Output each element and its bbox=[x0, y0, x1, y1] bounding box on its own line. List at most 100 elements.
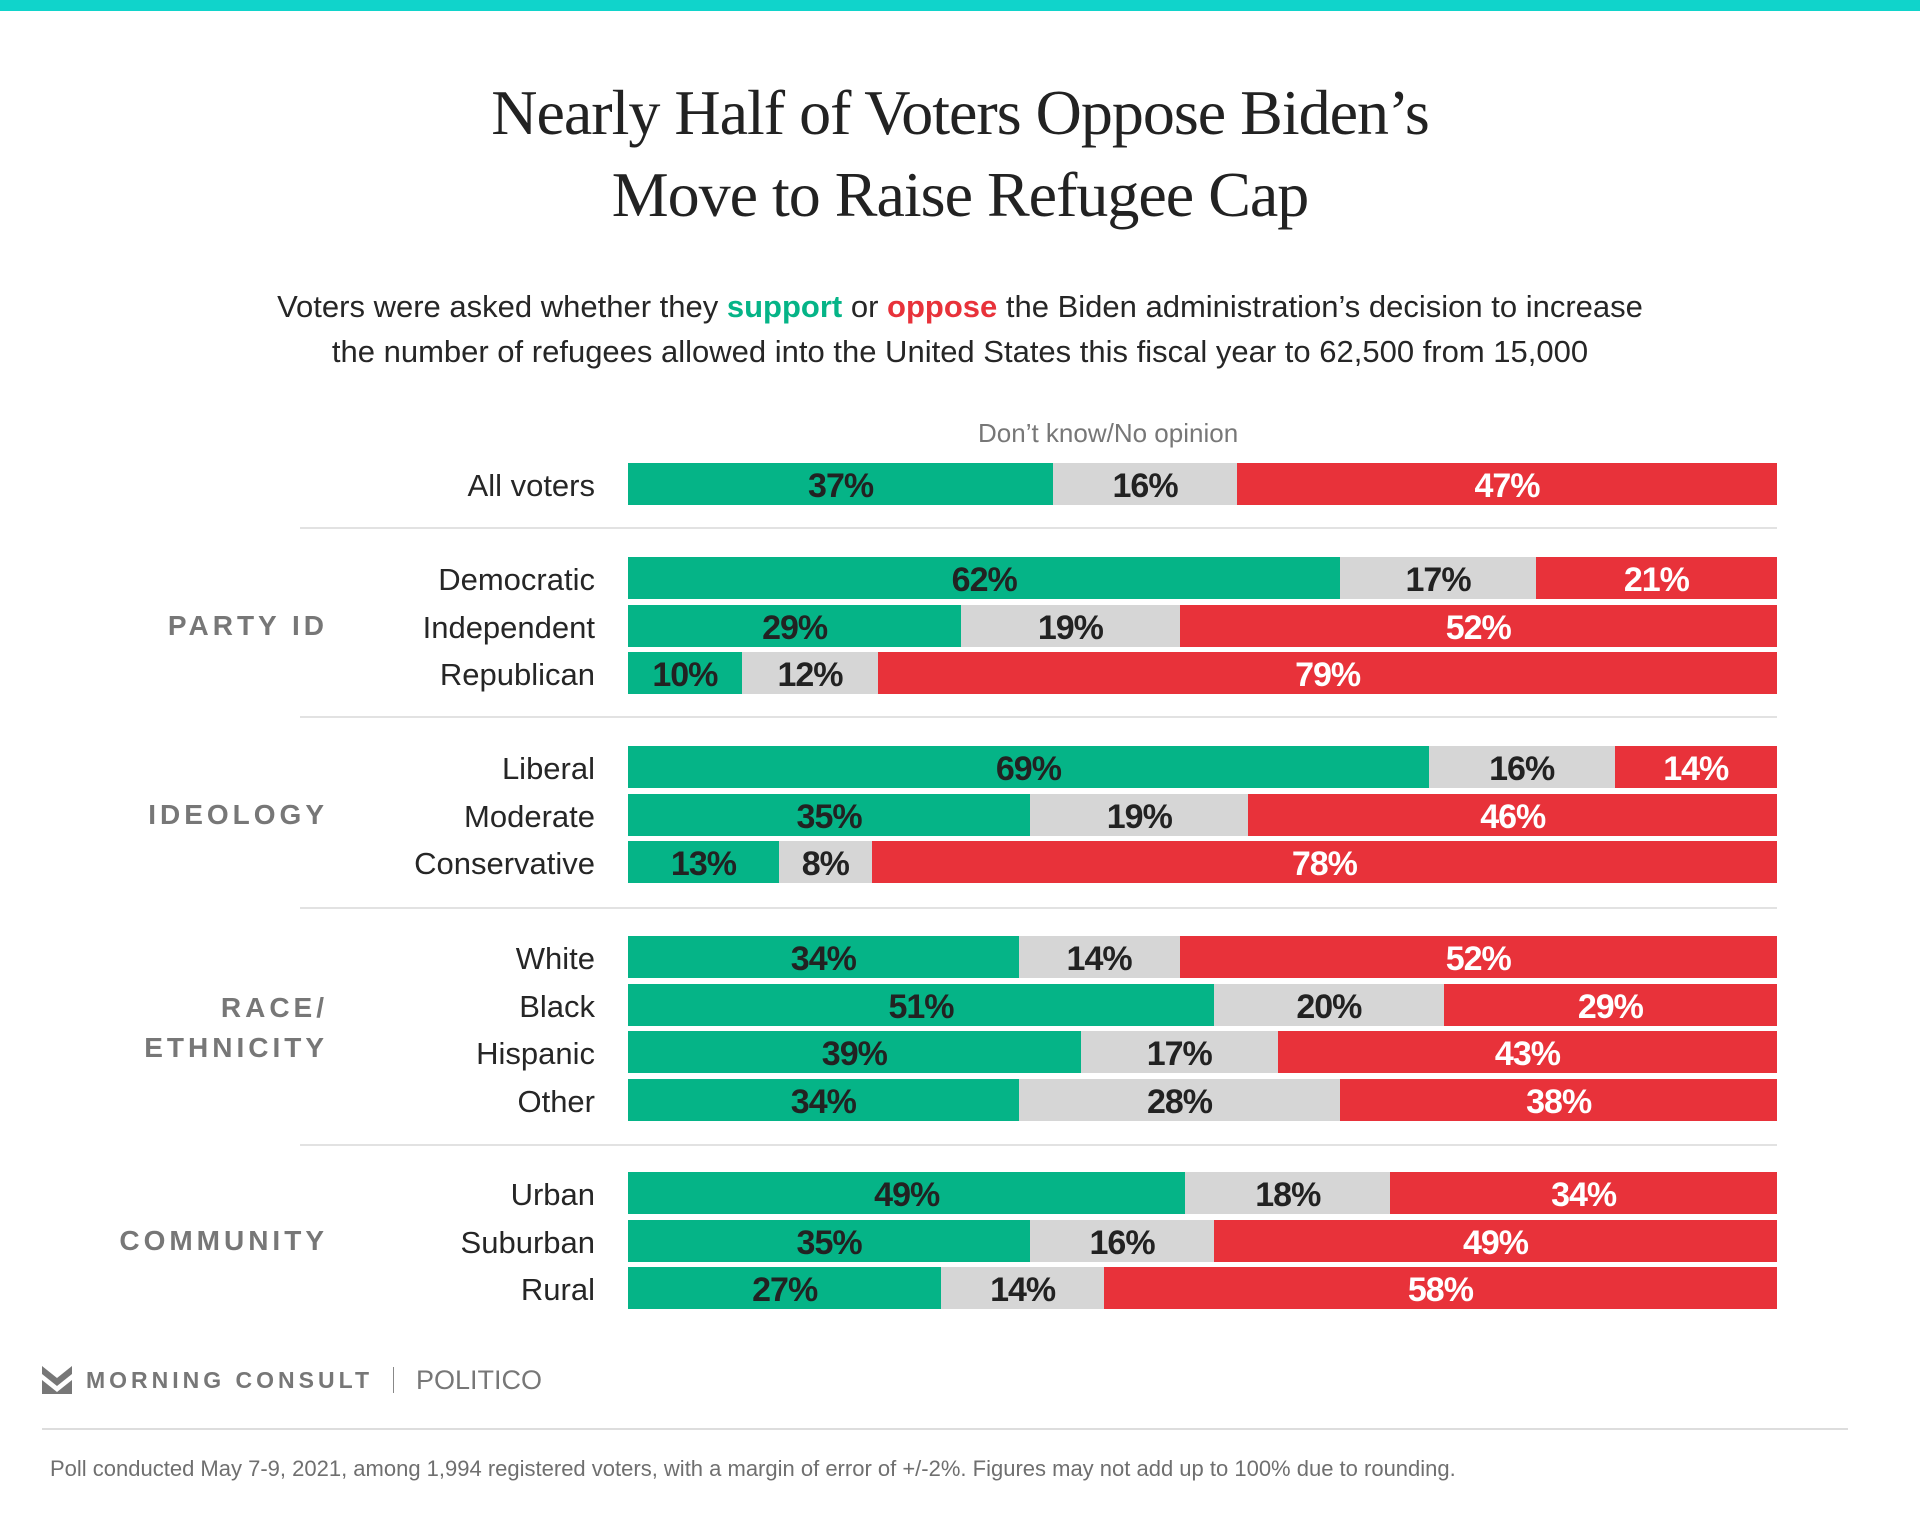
data-label-support: 69% bbox=[995, 750, 1062, 788]
bar-segment-oppose bbox=[1103, 1267, 1777, 1309]
data-label-oppose: 34% bbox=[1551, 1176, 1617, 1214]
bar-segment-oppose bbox=[1340, 1078, 1777, 1121]
title-line-1: Nearly Half of Voters Oppose Biden’s bbox=[491, 77, 1429, 148]
row-label: Hispanic bbox=[476, 1036, 595, 1071]
bar-segment-oppose bbox=[1535, 557, 1777, 599]
subtitle-text: Voters were asked whether they bbox=[277, 289, 727, 324]
subtitle-line-2: the number of refugees allowed into the … bbox=[331, 334, 1589, 369]
data-label-dont-know: 17% bbox=[1146, 1035, 1213, 1073]
group-label: PARTY ID bbox=[28, 606, 328, 646]
data-label-oppose: 78% bbox=[1291, 845, 1358, 883]
data-label-oppose: 49% bbox=[1462, 1223, 1529, 1262]
row-label: Republican bbox=[439, 657, 595, 692]
data-label-oppose: 46% bbox=[1480, 797, 1546, 836]
bar-segment-support bbox=[628, 557, 1341, 599]
data-label-oppose: 79% bbox=[1295, 656, 1361, 694]
morning-consult-logo-icon bbox=[42, 1366, 72, 1394]
data-label-dont-know: 8% bbox=[801, 845, 850, 883]
title-line-2: Move to Raise Refugee Cap bbox=[611, 159, 1310, 230]
oppose-legend-word: oppose bbox=[887, 289, 998, 324]
bar-segment-dont-know bbox=[1018, 1078, 1341, 1121]
data-label-dont-know: 14% bbox=[990, 1271, 1056, 1309]
data-label-dont-know: 12% bbox=[777, 656, 843, 694]
bar-segment-dont-know bbox=[1080, 1031, 1278, 1073]
bar-segment-oppose bbox=[1179, 936, 1777, 978]
data-label-oppose: 47% bbox=[1474, 467, 1540, 505]
data-label-dont-know: 19% bbox=[1106, 797, 1173, 836]
logo-separator bbox=[393, 1367, 395, 1393]
bar-segment-support bbox=[628, 1078, 1019, 1121]
data-label-support: 34% bbox=[790, 1082, 857, 1121]
group-divider bbox=[300, 907, 1777, 909]
bar-segment-support bbox=[628, 1219, 1031, 1262]
row-label: Rural bbox=[520, 1272, 595, 1307]
bar-segment-oppose bbox=[1443, 983, 1777, 1026]
row-label: Moderate bbox=[464, 798, 595, 834]
bar-segment-support bbox=[628, 793, 1031, 836]
row-label: Other bbox=[517, 1083, 595, 1119]
footer-divider bbox=[42, 1428, 1848, 1430]
row-label: Independent bbox=[422, 609, 595, 645]
group-label: RACE/ETHNICITY bbox=[28, 988, 328, 1068]
group-label-line: ETHNICITY bbox=[144, 1032, 328, 1064]
data-label-support: 51% bbox=[888, 987, 954, 1026]
group-label-line: COMMUNITY bbox=[119, 1224, 328, 1256]
bar-segment-support bbox=[628, 983, 1214, 1026]
subtitle-text: or bbox=[842, 289, 888, 324]
group-label: COMMUNITY bbox=[28, 1221, 328, 1261]
bar-segment-oppose bbox=[1213, 1219, 1777, 1262]
group-divider bbox=[300, 1144, 1777, 1146]
bar-segment-dont-know bbox=[1030, 1219, 1214, 1262]
bar-segment-support bbox=[628, 1031, 1081, 1073]
data-label-support: 35% bbox=[796, 1223, 863, 1262]
bar-segment-support bbox=[628, 604, 962, 647]
subtitle-line-1: Voters were asked whether they support o… bbox=[0, 284, 1920, 329]
data-label-dont-know: 17% bbox=[1405, 561, 1472, 599]
bar-segment-support bbox=[628, 1267, 942, 1309]
bar-segment-dont-know bbox=[941, 1267, 1104, 1309]
row-label: White bbox=[515, 941, 595, 976]
bar-segment-oppose bbox=[1614, 746, 1777, 788]
data-label-oppose: 21% bbox=[1623, 561, 1690, 599]
bar-segment-oppose bbox=[878, 652, 1777, 694]
bar-segment-dont-know bbox=[961, 604, 1180, 647]
data-label-support: 62% bbox=[951, 561, 1018, 599]
dont-know-annotation: Don’t know/No opinion bbox=[978, 418, 1239, 448]
data-label-dont-know: 14% bbox=[1066, 940, 1133, 978]
data-label-dont-know: 16% bbox=[1089, 1223, 1156, 1262]
data-label-dont-know: 18% bbox=[1255, 1176, 1321, 1214]
data-label-support: 29% bbox=[762, 608, 828, 647]
row-label: Democratic bbox=[438, 562, 595, 597]
group-label-line: IDEOLOGY bbox=[148, 798, 328, 830]
bar-segment-dont-know bbox=[1340, 557, 1536, 599]
data-label-oppose: 52% bbox=[1445, 608, 1512, 647]
data-label-support: 37% bbox=[808, 467, 874, 505]
morning-consult-brand: MORNING CONSULT bbox=[86, 1366, 374, 1393]
bar-segment-oppose bbox=[1179, 604, 1777, 647]
bar-segment-dont-know bbox=[1053, 463, 1237, 505]
row-label: All voters bbox=[467, 468, 595, 503]
bar-segment-support bbox=[628, 841, 779, 883]
bar-segment-support bbox=[628, 652, 742, 694]
bar-segment-support bbox=[628, 746, 1429, 788]
group-divider bbox=[300, 527, 1777, 529]
group-divider bbox=[300, 716, 1777, 718]
data-label-support: 10% bbox=[652, 656, 718, 694]
data-label-support: 39% bbox=[821, 1035, 888, 1073]
support-legend-word: support bbox=[726, 289, 843, 324]
bar-segment-oppose bbox=[1390, 1172, 1777, 1214]
row-label: Suburban bbox=[460, 1224, 595, 1260]
data-label-support: 35% bbox=[796, 797, 863, 836]
group-label-line: PARTY ID bbox=[167, 609, 328, 641]
bar-segment-dont-know bbox=[1030, 793, 1249, 836]
row-label: Urban bbox=[510, 1177, 595, 1212]
subtitle-text: the Biden administration’s decision to i… bbox=[997, 289, 1643, 324]
data-label-oppose: 29% bbox=[1577, 987, 1644, 1026]
bar-segment-support bbox=[628, 463, 1054, 505]
data-label-support: 13% bbox=[670, 845, 737, 883]
row-label: Black bbox=[519, 988, 595, 1024]
chart-subtitle: Voters were asked whether they support o… bbox=[0, 284, 1920, 374]
politico-brand: POLITICO bbox=[416, 1364, 543, 1395]
bar-segment-support bbox=[628, 1172, 1186, 1214]
bar-segment-support bbox=[628, 936, 1019, 978]
